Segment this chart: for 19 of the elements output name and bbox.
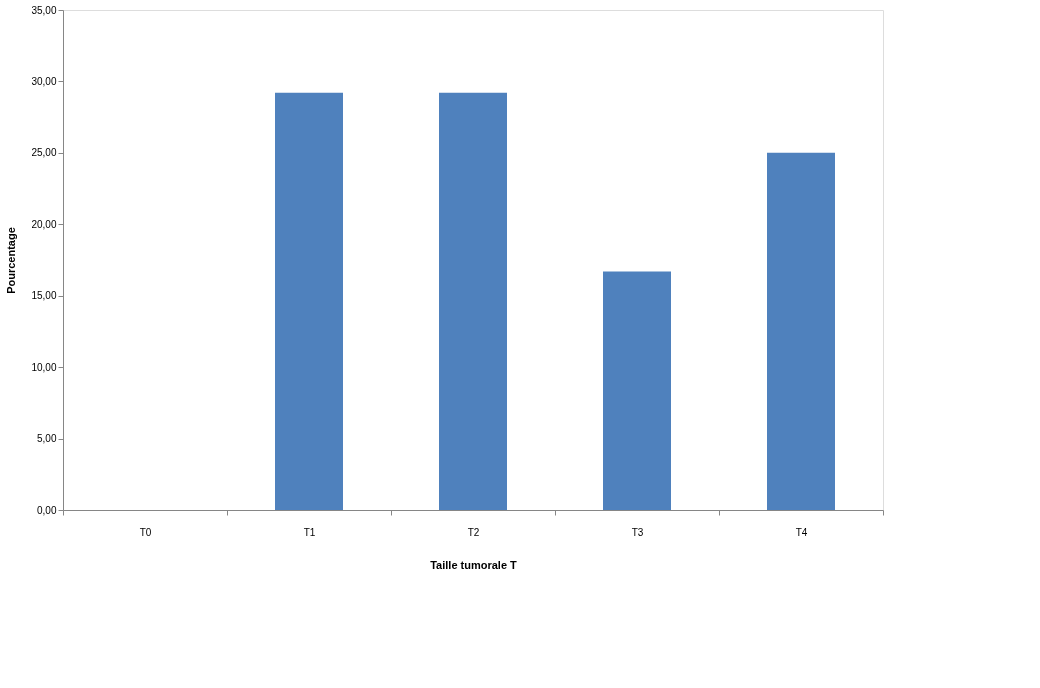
bar: [603, 271, 671, 510]
x-tick-label: T4: [795, 526, 808, 538]
y-tick-label: 25,00: [31, 147, 57, 159]
y-tick-label: 10,00: [31, 361, 57, 373]
y-tick-label: 5,00: [37, 433, 57, 445]
y-tick-label: 15,00: [31, 290, 57, 302]
bar: [767, 152, 835, 510]
x-tick-label: T1: [303, 526, 316, 538]
x-tick-label: T3: [631, 526, 644, 538]
x-tick-label: T0: [139, 526, 152, 538]
x-tick-label: T2: [467, 526, 480, 538]
bar: [439, 92, 507, 510]
y-axis-title: Pourcentage: [5, 227, 18, 294]
y-tick-label: 0,00: [37, 504, 57, 516]
y-tick-label: 20,00: [31, 218, 57, 230]
y-tick-label: 30,00: [31, 75, 57, 87]
x-axis-title: Taille tumorale T: [430, 558, 518, 571]
bar: [275, 92, 343, 510]
y-tick-label: 35,00: [31, 4, 57, 16]
